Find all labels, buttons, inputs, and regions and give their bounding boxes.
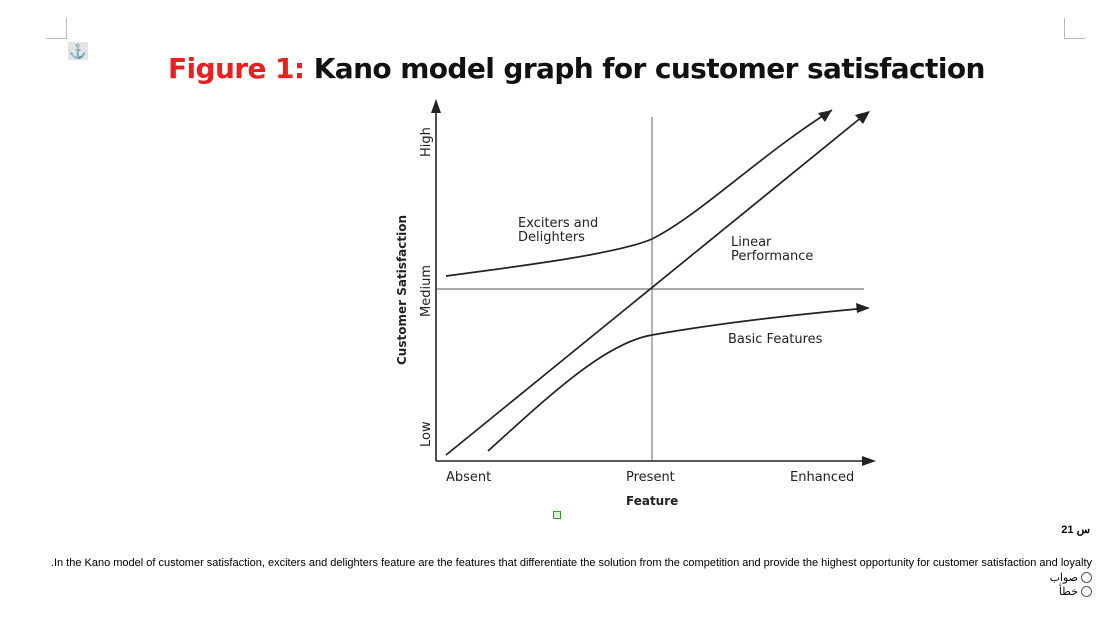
annotation-linear-line2: Performance	[731, 249, 813, 264]
option-false[interactable]: خطأ	[1059, 585, 1092, 598]
x-axis-arrow	[862, 456, 876, 466]
y-axis-arrow	[431, 99, 441, 113]
annotation-exciters-line1: Exciters and	[518, 216, 598, 231]
y-tick-low: Low	[419, 421, 434, 447]
page-corner-marker-right	[1064, 18, 1085, 39]
figure-title-lead: Figure 1:	[168, 52, 305, 85]
linear-performance-line	[445, 111, 869, 456]
question-number: س 21	[1061, 524, 1090, 536]
anchor-icon[interactable]: ⚓	[68, 42, 88, 60]
option-false-label: خطأ	[1058, 586, 1078, 598]
figure-title-rest: Kano model graph for customer satisfacti…	[313, 52, 986, 85]
y-tick-high: High	[419, 127, 434, 157]
linear-performance-arrow	[855, 111, 870, 124]
basic-features-curve	[487, 307, 869, 452]
exciters-arrow	[818, 110, 832, 122]
resize-handle[interactable]	[553, 511, 561, 519]
option-true-label: صواب	[1049, 572, 1078, 584]
annotation-basic-features: Basic Features	[728, 332, 823, 347]
option-true[interactable]: صواب	[1050, 571, 1092, 584]
figure-title: Figure 1: Kano model graph for customer …	[168, 52, 985, 85]
kano-chart: Exciters and Delighters Linear Performan…	[395, 99, 876, 508]
basic-features-arrow	[856, 303, 870, 313]
x-tick-present: Present	[626, 470, 675, 485]
question-text: .In the Kano model of customer satisfact…	[50, 557, 1092, 569]
annotation-linear-line1: Linear	[731, 235, 772, 250]
annotation-exciters-line2: Delighters	[518, 230, 585, 245]
page-corner-marker-left	[46, 18, 67, 39]
y-axis-label: Customer Satisfaction	[395, 215, 409, 365]
radio-icon[interactable]	[1081, 572, 1092, 583]
x-tick-enhanced: Enhanced	[790, 470, 854, 485]
x-tick-absent: Absent	[446, 470, 491, 485]
radio-icon[interactable]	[1081, 586, 1092, 597]
y-tick-medium: Medium	[419, 265, 434, 317]
exciters-curve	[445, 109, 833, 277]
x-axis-label: Feature	[626, 494, 678, 508]
